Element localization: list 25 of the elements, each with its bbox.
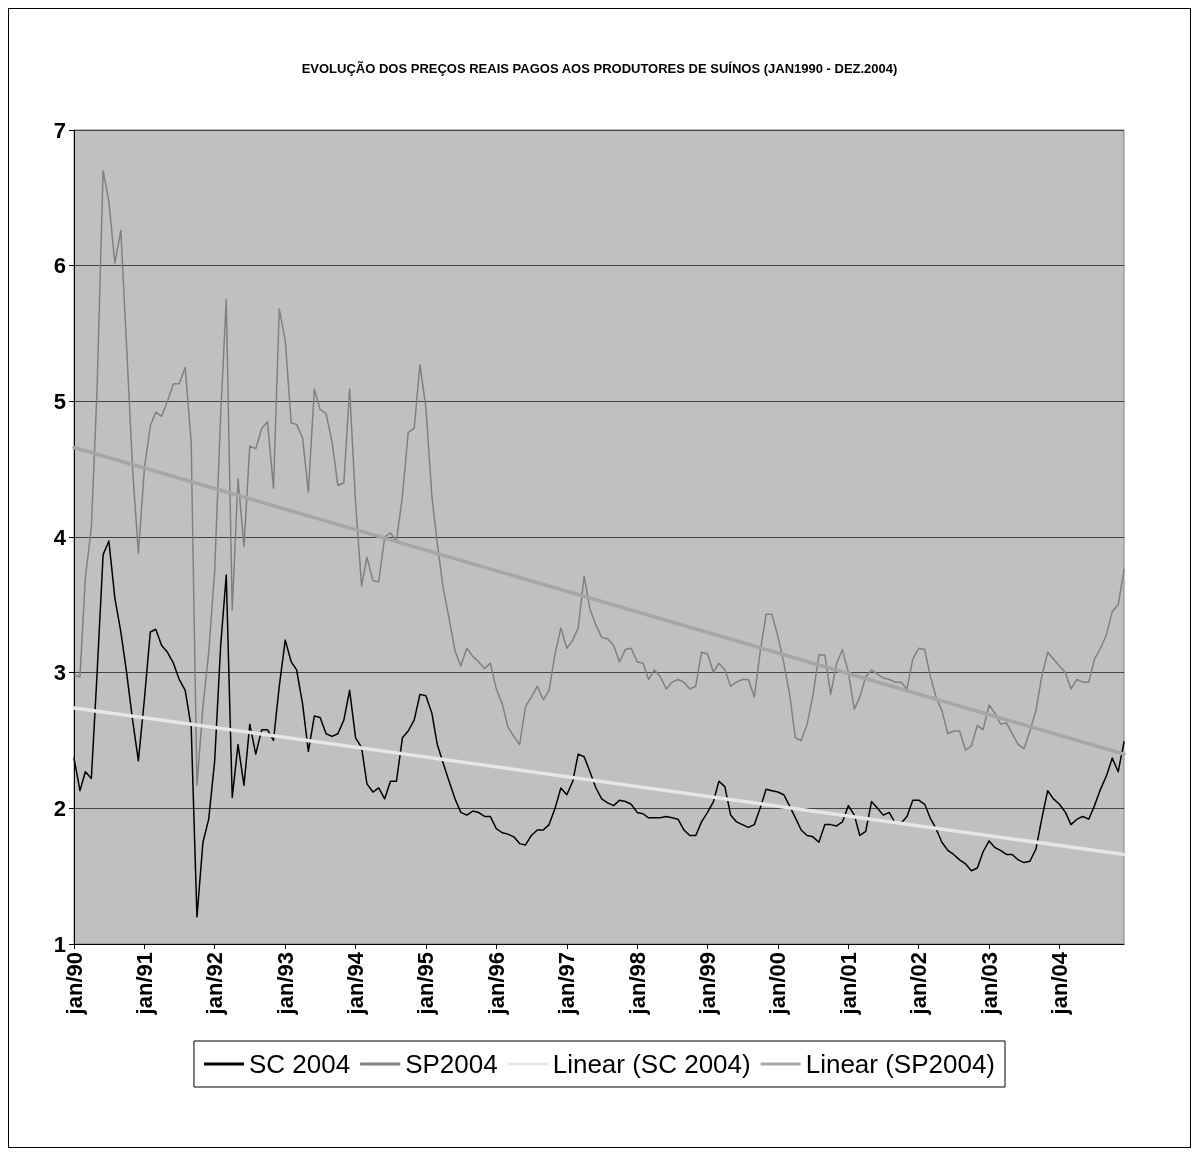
- legend-label: Linear (SC 2004): [552, 1049, 751, 1079]
- x-tick-label: jan/91: [131, 952, 157, 1016]
- x-tick-label: jan/97: [554, 952, 580, 1016]
- x-tick-label: jan/98: [624, 952, 650, 1016]
- legend-label: SP2004: [405, 1049, 498, 1079]
- y-tick-label: 2: [53, 795, 66, 821]
- legend-label: Linear (SP2004): [805, 1049, 996, 1079]
- chart-title: EVOLUÇÃO DOS PREÇOS REAIS PAGOS AOS PRODUTORES DE SUÍNOS (JAN1990 - DEZ.2004): [301, 61, 898, 76]
- x-tick-label: jan/02: [906, 952, 932, 1016]
- legend-label: SC 2004: [248, 1049, 351, 1079]
- x-tick-label: jan/92: [202, 952, 228, 1016]
- x-tick-label: jan/99: [695, 952, 721, 1016]
- x-tick-label: jan/96: [483, 952, 509, 1016]
- y-tick-label: 7: [53, 117, 66, 143]
- x-tick-label: jan/95: [413, 952, 439, 1016]
- x-tick-label: jan/04: [1046, 951, 1072, 1016]
- y-tick-label: 6: [53, 253, 66, 279]
- x-tick-label: jan/93: [272, 952, 298, 1016]
- y-tick-label: 5: [53, 388, 66, 414]
- x-tick-label: jan/03: [976, 952, 1002, 1016]
- y-tick-label: 3: [53, 660, 66, 686]
- x-tick-label: jan/94: [343, 951, 369, 1016]
- y-tick-label: 4: [53, 524, 67, 550]
- x-tick-label: jan/00: [765, 952, 791, 1016]
- x-tick-label: jan/01: [835, 952, 861, 1016]
